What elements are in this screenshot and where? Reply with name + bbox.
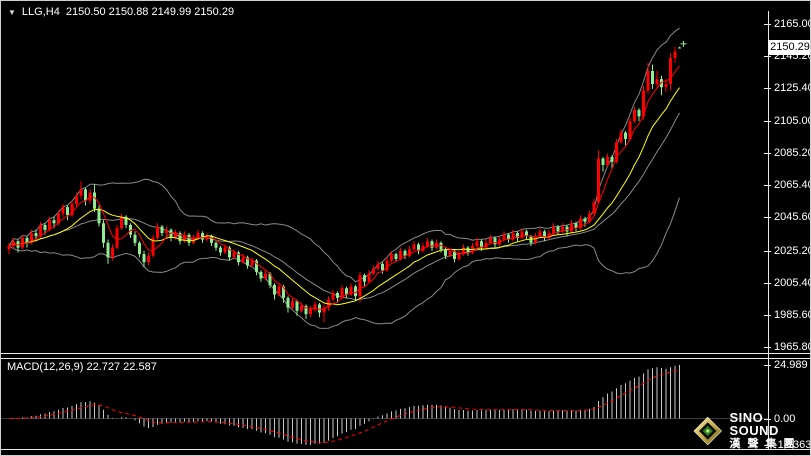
macd-tick [764, 419, 771, 420]
macd-tick [764, 365, 771, 366]
price-tick [764, 121, 771, 122]
sino-sound-diamond-icon [693, 416, 722, 446]
price-label: 1985.60 [774, 309, 811, 321]
price-tick [764, 347, 771, 348]
price-axis[interactable] [768, 1, 810, 450]
price-tick [764, 185, 771, 186]
price-label: 2125.40 [774, 82, 811, 94]
price-label: 2085.20 [774, 147, 811, 159]
panel-separator-bottom [1, 358, 810, 359]
current-price-badge: 2150.29 [768, 40, 810, 55]
price-tick [764, 153, 771, 154]
chevron-down-icon[interactable]: ▼ [8, 7, 16, 17]
price-tick [764, 56, 771, 57]
indicator-label: MACD(12,26,9) 22.727 22.587 [7, 361, 157, 373]
price-label: 2005.40 [774, 277, 811, 289]
price-label: 2105.00 [774, 115, 811, 127]
price-tick [764, 217, 771, 218]
ohlc-values: 2150.50 2150.88 2149.99 2150.29 [65, 6, 235, 18]
last-price-marker-icon [680, 40, 687, 47]
macd-tick [764, 445, 771, 446]
price-tick [764, 283, 771, 284]
price-axis-line [768, 11, 769, 449]
macd-label: 0.00 [774, 413, 796, 425]
price-label: 2045.60 [774, 211, 811, 223]
symbol-period-label: LLG,H4 [21, 6, 60, 18]
price-tick [764, 315, 771, 316]
price-tick [764, 88, 771, 89]
logo-text-cn: 漢聲集團 [729, 438, 802, 450]
chart-title: ▼ LLG,H4 2150.50 2150.88 2149.99 2150.29 [8, 6, 234, 18]
price-label: 1965.80 [774, 341, 811, 353]
price-tick [764, 251, 771, 252]
macd-label: -12.363 [774, 439, 811, 451]
price-tick [764, 24, 771, 25]
panel-separator-top[interactable] [1, 353, 810, 354]
price-label: 2165.00 [774, 18, 811, 30]
broker-logo: SINO SOUND 漢聲集團 [693, 411, 810, 451]
macd-label: 24.989 [774, 359, 808, 371]
price-label: 2065.40 [774, 179, 811, 191]
price-label: 2025.20 [774, 245, 811, 257]
chart-bottom-border [1, 449, 810, 450]
logo-text-en: SINO SOUND [729, 410, 779, 438]
